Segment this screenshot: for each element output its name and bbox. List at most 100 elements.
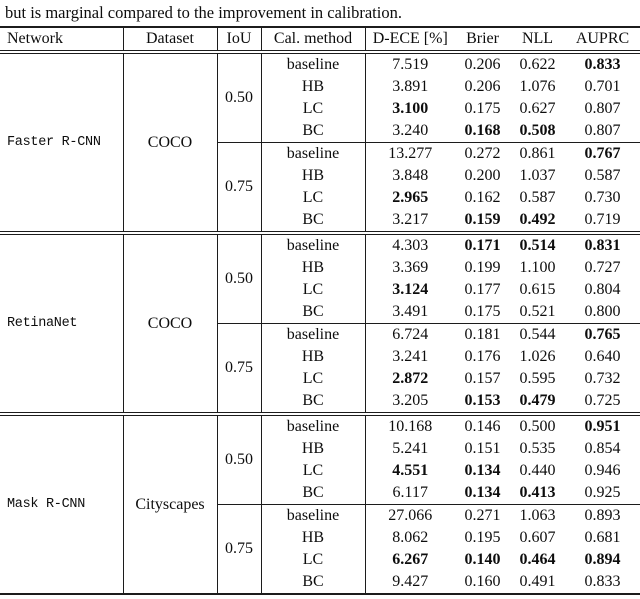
method-cell: HB (261, 438, 366, 460)
header-row: Network Dataset IoU Cal. method D-ECE [%… (0, 27, 640, 54)
method-cell: LC (261, 460, 366, 482)
table-row: LC 6.267 0.140 0.464 0.894 (0, 549, 640, 571)
header-d-ece: D-ECE [%] (365, 27, 455, 54)
dece-cell: 3.848 (392, 167, 429, 184)
iou-cell: 0.75 (217, 504, 262, 594)
brier-cell: 0.162 (464, 189, 501, 206)
nll-cell: 0.607 (519, 529, 556, 546)
auprc-cell: 0.951 (565, 412, 640, 438)
nll-cell: 1.076 (519, 78, 556, 95)
method-cell: BC (261, 301, 366, 324)
auprc-cell: 0.732 (584, 370, 621, 387)
nll-cell: 0.615 (519, 281, 556, 298)
auprc-cell: 0.854 (584, 440, 621, 457)
method-cell: LC (261, 549, 366, 571)
brier-cell: 0.176 (464, 348, 501, 365)
method-cell: HB (261, 346, 366, 368)
brier-cell: 0.153 (464, 392, 501, 409)
table-row: RetinaNet COCO 0.50 baseline 4.303 0.171 0.514… (0, 231, 640, 414)
nll-cell: 0.587 (519, 189, 556, 206)
brier-cell: 0.168 (464, 122, 501, 139)
dece-cell: 3.891 (392, 78, 429, 95)
method-cell: HB (261, 76, 366, 98)
nll-cell: 0.595 (519, 370, 556, 387)
dece-cell: 2.872 (392, 370, 429, 387)
dece-cell: 10.168 (365, 412, 455, 438)
auprc-cell: 0.894 (584, 551, 621, 568)
method-cell: LC (261, 98, 366, 120)
dece-cell: 3.205 (392, 392, 429, 409)
auprc-cell: 0.833 (584, 56, 621, 73)
table-row: HB 8.062 0.195 0.607 0.681 (0, 527, 640, 549)
dece-cell: 3.217 (392, 211, 429, 228)
dece-cell: 13.277 (365, 142, 455, 165)
table-row: BC 3.491 0.175 0.521 0.800 (0, 301, 640, 324)
dece-cell: 2.965 (392, 189, 429, 206)
dece-cell: 4.303 (365, 231, 455, 257)
brier-cell: 0.206 (464, 78, 501, 95)
auprc-cell: 0.833 (584, 573, 621, 590)
nll-cell: 0.521 (519, 303, 556, 320)
brier-cell: 0.134 (464, 484, 501, 501)
table-header: Network Dataset IoU Cal. method D-ECE [%… (0, 27, 640, 54)
table-row: BC 3.205 0.153 0.479 0.725 (0, 390, 640, 414)
method-cell: HB (261, 165, 366, 187)
table-row: BC 6.117 0.134 0.413 0.925 (0, 482, 640, 505)
table-row: BC 3.240 0.168 0.508 0.807 (0, 120, 640, 143)
brier-cell: 0.157 (464, 370, 501, 387)
brier-cell: 0.140 (464, 551, 501, 568)
brier-cell: 0.175 (464, 303, 501, 320)
auprc-cell: 0.725 (584, 392, 621, 409)
table-row: LC 3.124 0.177 0.615 0.804 (0, 279, 640, 301)
nll-cell: 0.514 (510, 231, 565, 257)
nll-cell: 0.464 (519, 551, 556, 568)
nll-cell: 0.491 (519, 573, 556, 590)
table-row: 0.75 baseline 13.277 0.272 0.861 0.767 (0, 142, 640, 233)
method-cell: baseline (261, 504, 366, 527)
auprc-cell: 0.730 (584, 189, 621, 206)
method-cell: LC (261, 279, 366, 301)
table-row: LC 2.965 0.162 0.587 0.730 (0, 187, 640, 209)
network-cell: Mask R-CNN (0, 412, 124, 594)
nll-cell: 0.492 (519, 211, 556, 228)
method-cell: BC (261, 120, 366, 143)
dece-cell: 8.062 (392, 529, 429, 546)
dece-cell: 3.240 (392, 122, 429, 139)
iou-cell: 0.75 (217, 142, 262, 233)
brier-cell: 0.200 (464, 167, 501, 184)
brier-cell: 0.177 (464, 281, 501, 298)
method-cell: BC (261, 571, 366, 594)
network-cell: Faster R-CNN (0, 52, 124, 233)
method-cell: BC (261, 482, 366, 505)
method-cell: baseline (261, 323, 366, 346)
header-brier: Brier (455, 27, 510, 54)
auprc-cell: 0.893 (565, 504, 640, 527)
table-row: HB 3.241 0.176 1.026 0.640 (0, 346, 640, 368)
nll-cell: 0.535 (519, 440, 556, 457)
iou-cell: 0.50 (217, 231, 262, 324)
nll-cell: 0.861 (510, 142, 565, 165)
auprc-cell: 0.719 (584, 211, 621, 228)
table-row: LC 2.872 0.157 0.595 0.732 (0, 368, 640, 390)
header-auprc: AUPRC (565, 27, 640, 54)
nll-cell: 1.100 (519, 259, 556, 276)
header-nll: NLL (510, 27, 565, 54)
method-cell: LC (261, 368, 366, 390)
method-cell: baseline (261, 231, 366, 257)
auprc-cell: 0.765 (565, 323, 640, 346)
header-dataset: Dataset (123, 27, 218, 54)
nll-cell: 0.544 (510, 323, 565, 346)
nll-cell: 1.063 (510, 504, 565, 527)
nll-cell: 0.440 (519, 462, 556, 479)
brier-cell: 0.206 (464, 56, 501, 73)
auprc-cell: 0.587 (584, 167, 621, 184)
table-body: Faster R-CNN COCO 0.50 baseline 7.519 0.206 0.… (0, 52, 640, 594)
brier-cell: 0.271 (455, 504, 510, 527)
brier-cell: 0.199 (464, 259, 501, 276)
table-row: BC 9.427 0.160 0.491 0.833 (0, 571, 640, 594)
auprc-cell: 0.925 (584, 484, 621, 501)
auprc-cell: 0.800 (584, 303, 621, 320)
brier-cell: 0.159 (464, 211, 501, 228)
table-row: HB 3.369 0.199 1.100 0.727 (0, 257, 640, 279)
dece-cell: 9.427 (392, 573, 429, 590)
